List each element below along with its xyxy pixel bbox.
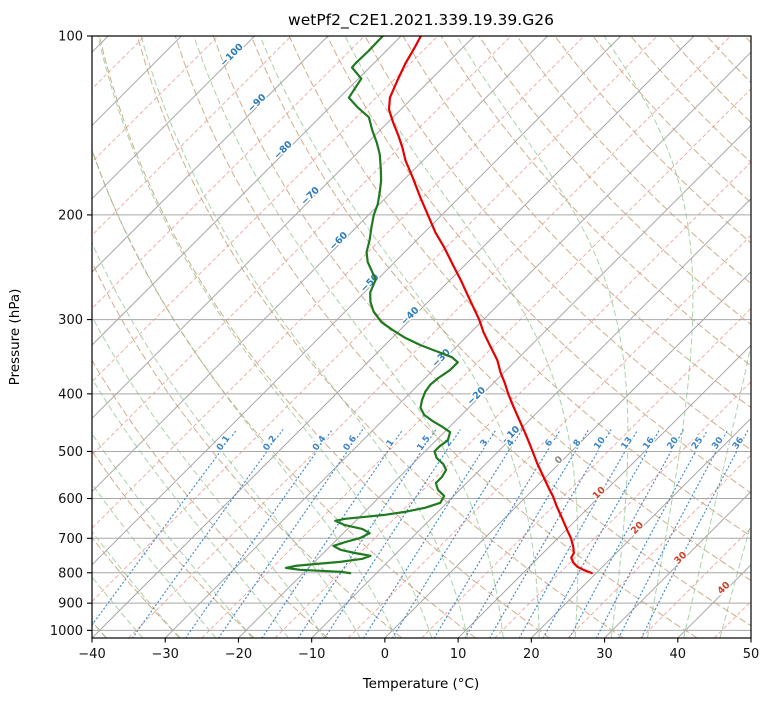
- pressure-gridlines: [92, 36, 751, 631]
- y-axis-label: Pressure (hPa): [7, 289, 23, 386]
- y-tick-label: 300: [58, 313, 83, 328]
- y-tick-label: 500: [58, 445, 83, 460]
- x-axis-label: Temperature (°C): [362, 676, 480, 692]
- isotherm-minor-gridlines: [92, 36, 751, 638]
- y-tick-label: 600: [58, 492, 83, 507]
- dewpoint-profile-line: [284, 36, 459, 575]
- x-tick-label: −10: [298, 647, 325, 662]
- x-tick-label: 50: [743, 647, 760, 662]
- y-tick-label: 100: [58, 30, 83, 45]
- x-tick-label: 10: [450, 647, 467, 662]
- mixing-ratio-lines: [92, 429, 749, 638]
- y-tick-label: 800: [58, 566, 83, 581]
- y-tick-label: 900: [58, 597, 83, 612]
- y-tick-label: 1000: [50, 624, 83, 639]
- y-tick-label: 400: [58, 387, 83, 402]
- x-tick-label: −30: [152, 647, 179, 662]
- temperature-profile-line: [387, 36, 593, 575]
- moist-adiabats: [92, 36, 751, 638]
- y-tick-label: 200: [58, 208, 83, 223]
- x-tick-label: −40: [78, 647, 105, 662]
- chart-title: wetPf2_C2E1.2021.339.19.39.G26: [288, 11, 554, 30]
- plot-border: [91, 35, 752, 639]
- isotherm-major-gridlines: [92, 36, 751, 638]
- y-tick-label: 700: [58, 532, 83, 547]
- x-tick-label: 30: [596, 647, 613, 662]
- x-tick-label: −20: [225, 647, 252, 662]
- axis-ticks: [87, 35, 752, 643]
- x-tick-label: 0: [381, 647, 389, 662]
- x-tick-label: 20: [523, 647, 540, 662]
- profile-layer: [284, 36, 593, 575]
- axis-layer: −40 −30 −20 −10 0 10 20 30 40 50 100 200 300 400 500 60…: [50, 30, 759, 663]
- x-tick-label: 40: [670, 647, 687, 662]
- tick-labels: −40 −30 −20 −10 0 10 20 30 40 50 100 200 300 400 500 60…: [50, 30, 759, 663]
